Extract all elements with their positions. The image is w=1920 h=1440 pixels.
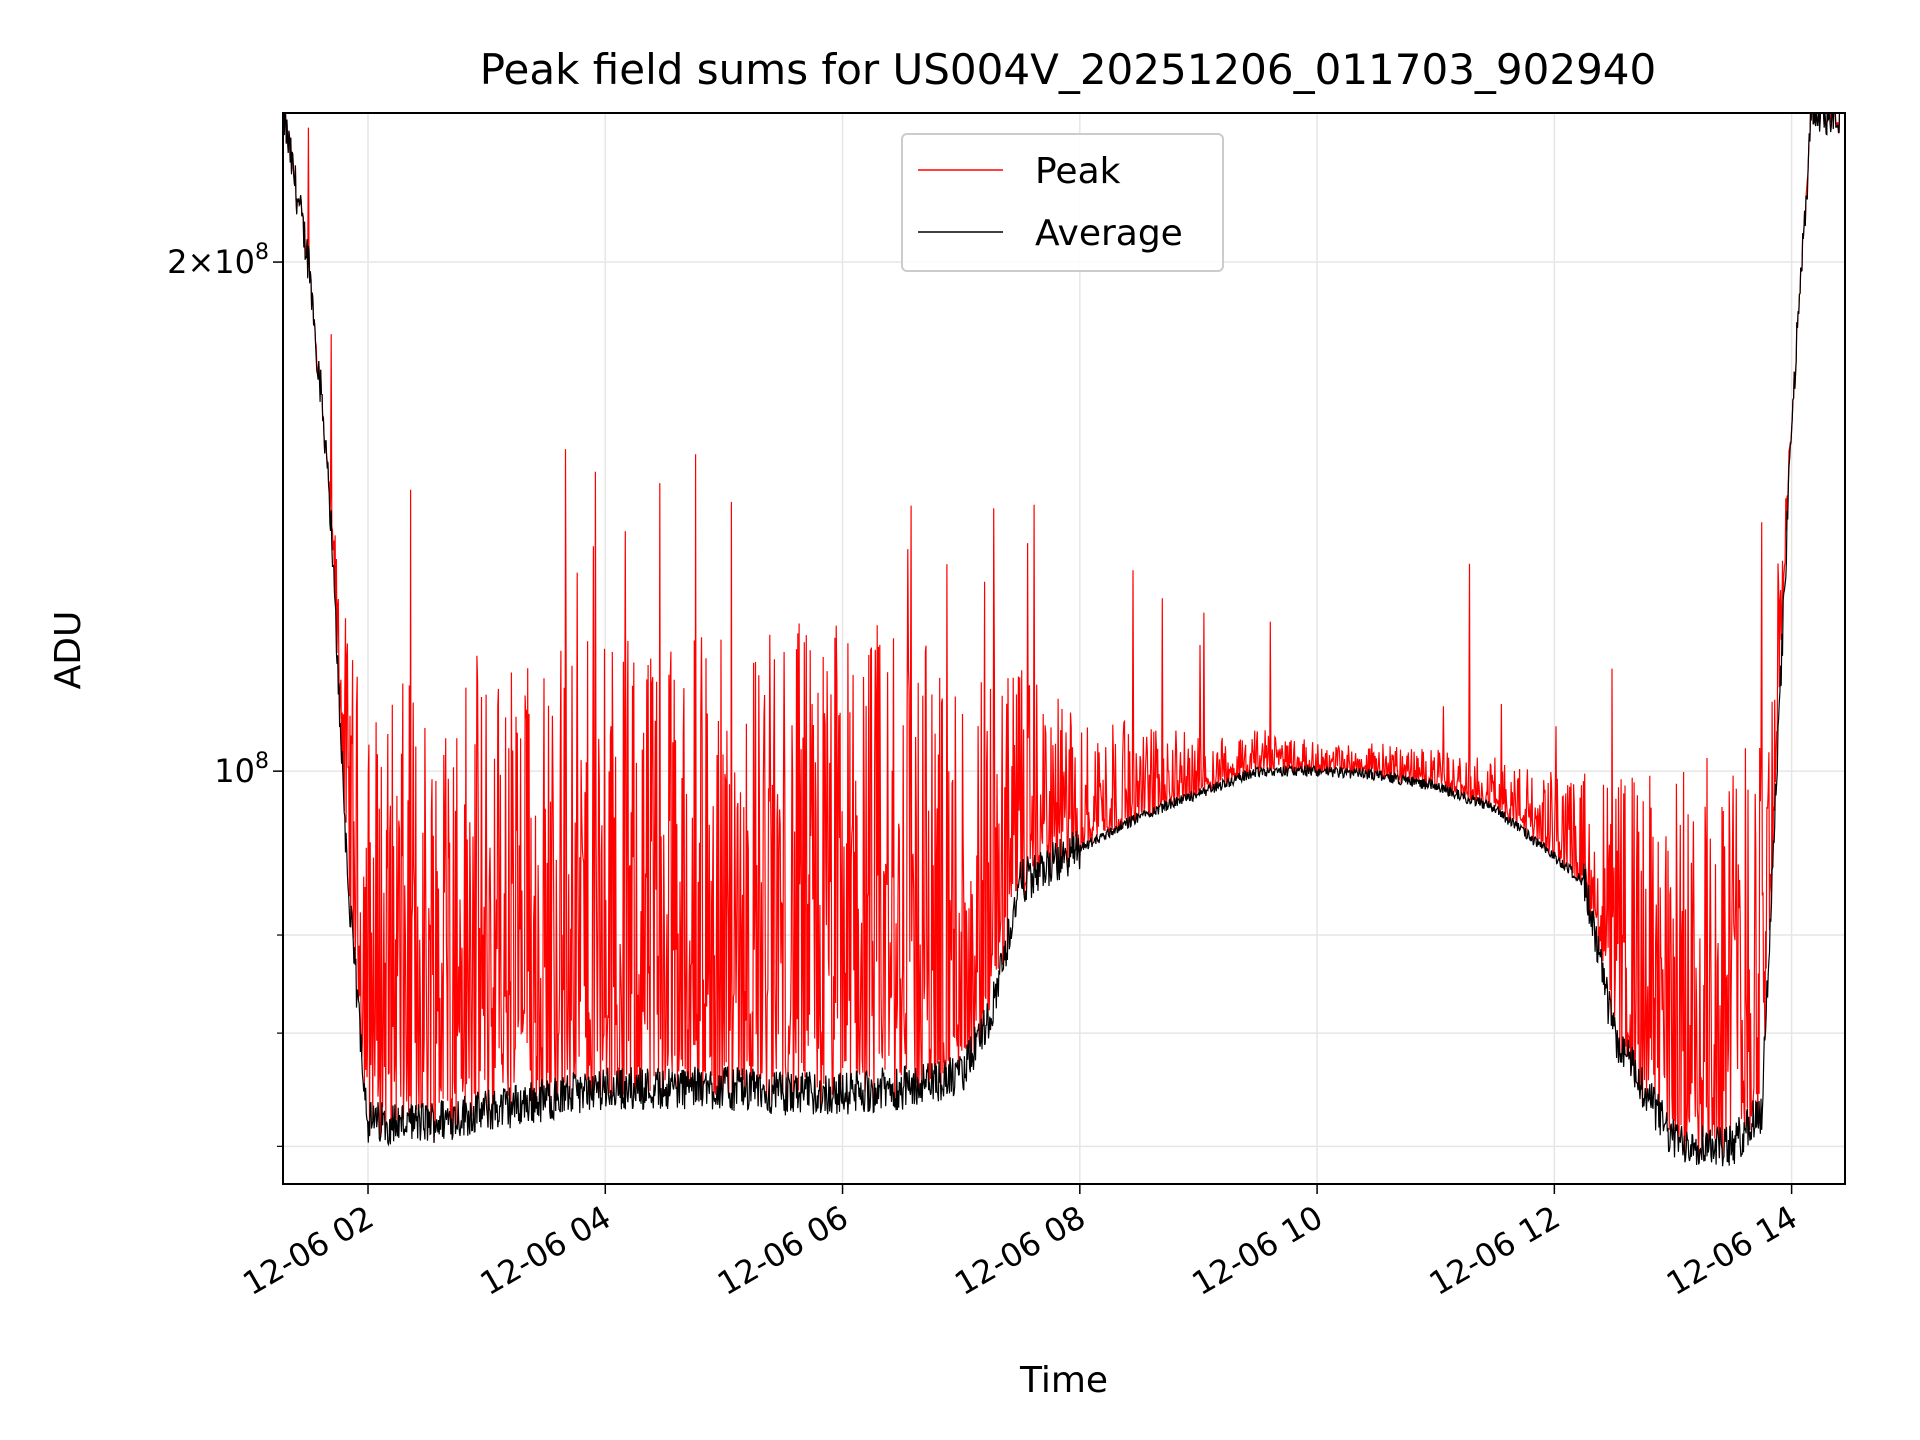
x-tick-label: 12-06 04: [474, 1198, 618, 1303]
x-tick-label: 12-06 06: [711, 1198, 855, 1303]
series-layer: [283, 113, 1845, 1167]
series-line-peak: [283, 113, 1845, 1163]
series-line-average: [283, 113, 1845, 1167]
grid: [283, 113, 1845, 1184]
y-axis: 108 2×108: [167, 240, 283, 1147]
chart-title: Peak field sums for US004V_20251206_0117…: [480, 45, 1657, 94]
x-tick-label: 12-06 08: [948, 1198, 1092, 1303]
y-tick-label: 2×108: [167, 240, 269, 281]
x-tick-label: 12-06 10: [1185, 1198, 1329, 1303]
x-tick-label: 12-06 12: [1423, 1198, 1567, 1303]
legend-frame: [901, 133, 1224, 272]
x-tick-label: 12-06 14: [1660, 1198, 1804, 1303]
x-axis: 12-06 02 12-06 04 12-06 06 12-06 08 12-06 10…: [236, 1184, 1804, 1303]
x-tick-label: 12-06 02: [236, 1198, 380, 1303]
legend: Peak Average: [901, 133, 1224, 272]
y-axis-label: ADU: [48, 611, 89, 690]
legend-label-peak: Peak: [1035, 151, 1121, 192]
x-axis-label: Time: [1019, 1360, 1108, 1401]
legend-label-average: Average: [1035, 213, 1183, 254]
plot-frame: [282, 112, 1846, 1185]
y-tick-label: 108: [214, 749, 269, 790]
